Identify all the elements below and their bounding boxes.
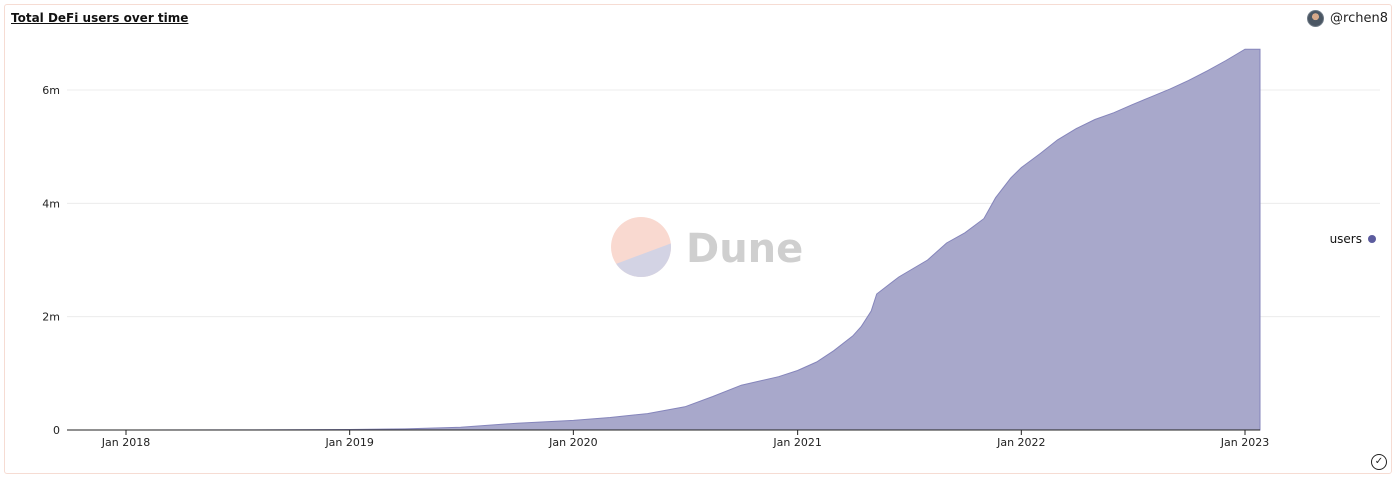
- x-tick-label: Jan 2022: [996, 436, 1045, 449]
- dune-watermark: Dune: [611, 217, 803, 277]
- y-tick-label: 2m: [42, 311, 60, 324]
- x-tick-label: Jan 2020: [548, 436, 597, 449]
- x-tick-label: Jan 2018: [101, 436, 150, 449]
- y-tick-label: 4m: [42, 197, 60, 210]
- y-tick-label: 6m: [42, 84, 60, 97]
- user-avatar-icon: [1307, 10, 1325, 27]
- x-tick-label: Jan 2019: [324, 436, 373, 449]
- x-tick-label: Jan 2023: [1220, 436, 1269, 449]
- check-circle-icon[interactable]: ✓: [1371, 454, 1387, 470]
- series-area-users: [69, 48, 1261, 431]
- y-tick-label: 0: [53, 424, 60, 437]
- legend-label: users: [1329, 232, 1362, 246]
- watermark-text: Dune: [686, 226, 803, 272]
- legend-item-users[interactable]: users: [1330, 232, 1376, 246]
- legend-dot: [1368, 235, 1376, 243]
- author-name: @rchen8: [1330, 11, 1388, 26]
- chart-title[interactable]: Total DeFi users over time: [11, 11, 189, 25]
- author-link[interactable]: @rchen8: [1307, 10, 1388, 27]
- x-tick-label: Jan 2021: [772, 436, 821, 449]
